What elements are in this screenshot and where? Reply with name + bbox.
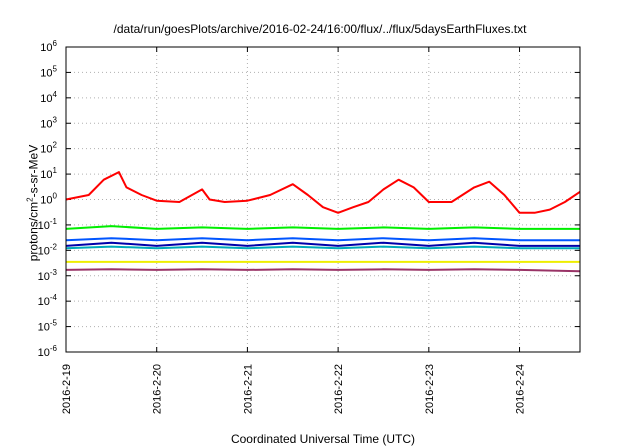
x-axis-label: Coordinated Universal Time (UTC) <box>230 432 416 446</box>
series-line-1 <box>65 171 581 214</box>
y-tick-label: 10-1 <box>38 217 58 232</box>
y-tick-label: 104 <box>40 90 57 105</box>
plot-frame <box>65 46 581 353</box>
y-tick-label: 10-6 <box>38 344 58 359</box>
y-tick-label: 10-2 <box>38 242 58 257</box>
x-tick-label: 2016-2-21 <box>242 364 254 414</box>
series-line-3 <box>65 237 580 242</box>
x-tick-label: 2016-2-19 <box>61 364 73 414</box>
x-tick-label: 2016-2-20 <box>152 364 164 414</box>
y-tick-label: 103 <box>40 115 57 130</box>
y-tick-label: 10-4 <box>38 293 58 308</box>
y-tick-label: 10-5 <box>38 319 58 334</box>
x-tick-label: 2016-2-23 <box>424 364 436 414</box>
y-tick-label: 100 <box>40 192 57 207</box>
y-tick-label: 105 <box>40 64 57 79</box>
chart-title: /data/run/goesPlots/archive/2016-02-24/1… <box>113 22 527 36</box>
series-line-2 <box>65 225 580 230</box>
y-tick-label: 102 <box>40 141 57 156</box>
x-tick-label: 2016-2-22 <box>333 364 345 414</box>
y-tick-label: 101 <box>40 166 57 181</box>
series-line-7 <box>65 268 581 273</box>
y-tick-label: 10-3 <box>38 268 58 283</box>
x-tick-label: 2016-2-24 <box>515 364 527 414</box>
y-tick-label: 106 <box>40 39 57 54</box>
series-line-5 <box>65 241 580 247</box>
series-line-4 <box>65 245 580 250</box>
